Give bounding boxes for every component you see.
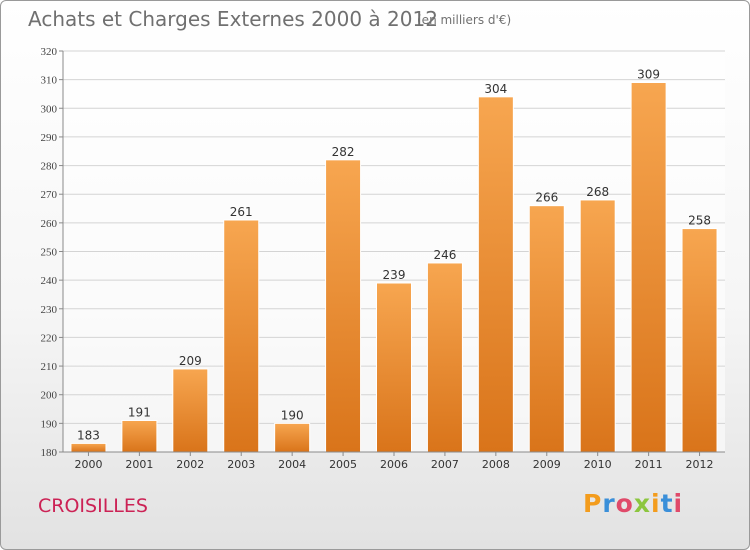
bar — [681, 228, 718, 453]
x-tick-label: 2009 — [533, 458, 561, 471]
data-label: 261 — [230, 205, 253, 219]
bar — [630, 82, 667, 453]
bar — [274, 422, 311, 453]
x-tick-label: 2010 — [584, 458, 612, 471]
y-tick-label: 250 — [41, 247, 58, 259]
bar — [70, 442, 107, 453]
data-label: 304 — [484, 82, 507, 96]
x-tick-label: 2002 — [176, 458, 204, 471]
location-name: CROISILLES — [38, 495, 148, 517]
y-tick-label: 200 — [41, 390, 58, 402]
x-tick-label: 2004 — [278, 458, 306, 471]
axes: 180 190 200 210 220 230 240 250 260 270 280 290 300 3… — [41, 46, 725, 471]
y-tick-label: 270 — [41, 189, 58, 201]
chart-title: Achats et Charges Externes 2000 à 2012 — [28, 7, 438, 31]
data-label: 258 — [688, 214, 711, 228]
x-tick-label: 2008 — [482, 458, 510, 471]
data-label: 191 — [128, 405, 151, 419]
bars — [70, 82, 718, 453]
data-label: 239 — [383, 268, 406, 282]
y-tick-label: 300 — [41, 103, 58, 115]
bar — [121, 419, 158, 453]
data-labels: 183 191 209 261 190 282 239 246 304 266 268 309 258 — [77, 68, 711, 443]
x-tick-label: 2001 — [125, 458, 153, 471]
bar — [376, 282, 412, 453]
bar — [325, 159, 362, 453]
data-label: 268 — [586, 185, 609, 199]
y-tick-label: 190 — [41, 418, 58, 430]
bar — [477, 96, 514, 453]
bar — [579, 199, 616, 453]
x-tick-label: 2003 — [227, 458, 255, 471]
y-tick-label: 180 — [41, 447, 58, 459]
proxiti-logo[interactable]: Proxiti — [583, 489, 683, 518]
data-label: 209 — [179, 354, 202, 368]
x-tick-label: 2011 — [635, 458, 663, 471]
data-label: 282 — [332, 145, 355, 159]
data-label: 266 — [535, 191, 558, 205]
logo-letter: i — [651, 489, 661, 518]
y-tick-label: 310 — [41, 75, 58, 87]
logo-letter: o — [615, 489, 634, 518]
x-tick-label: 2012 — [686, 458, 714, 471]
data-label: 246 — [433, 248, 456, 262]
x-tick-label: 2006 — [380, 458, 408, 471]
y-tick-label: 290 — [41, 132, 58, 144]
data-label: 183 — [77, 428, 100, 442]
x-tick-label: 2005 — [329, 458, 357, 471]
y-tick-label: 210 — [41, 361, 58, 373]
bar — [172, 368, 209, 453]
y-tick-label: 230 — [41, 304, 58, 316]
y-tick-label: 240 — [41, 275, 58, 287]
logo-letter: t — [660, 489, 674, 518]
y-tick-label: 260 — [41, 218, 58, 230]
x-tick-label: 2007 — [431, 458, 459, 471]
logo-letter: P — [583, 489, 603, 518]
y-tick-label: 320 — [41, 46, 58, 58]
logo-letter: x — [633, 489, 651, 518]
logo-letter: r — [602, 489, 616, 518]
y-tick-label: 280 — [41, 161, 58, 173]
logo-letter: i — [673, 489, 684, 518]
bar — [528, 205, 565, 453]
chart-subtitle: (en milliers d'€) — [417, 13, 512, 27]
bar — [426, 262, 463, 453]
data-label: 190 — [281, 408, 304, 422]
data-label: 309 — [637, 68, 660, 82]
bar — [223, 219, 260, 453]
y-tick-label: 220 — [41, 332, 58, 344]
x-tick-label: 2000 — [74, 458, 102, 471]
